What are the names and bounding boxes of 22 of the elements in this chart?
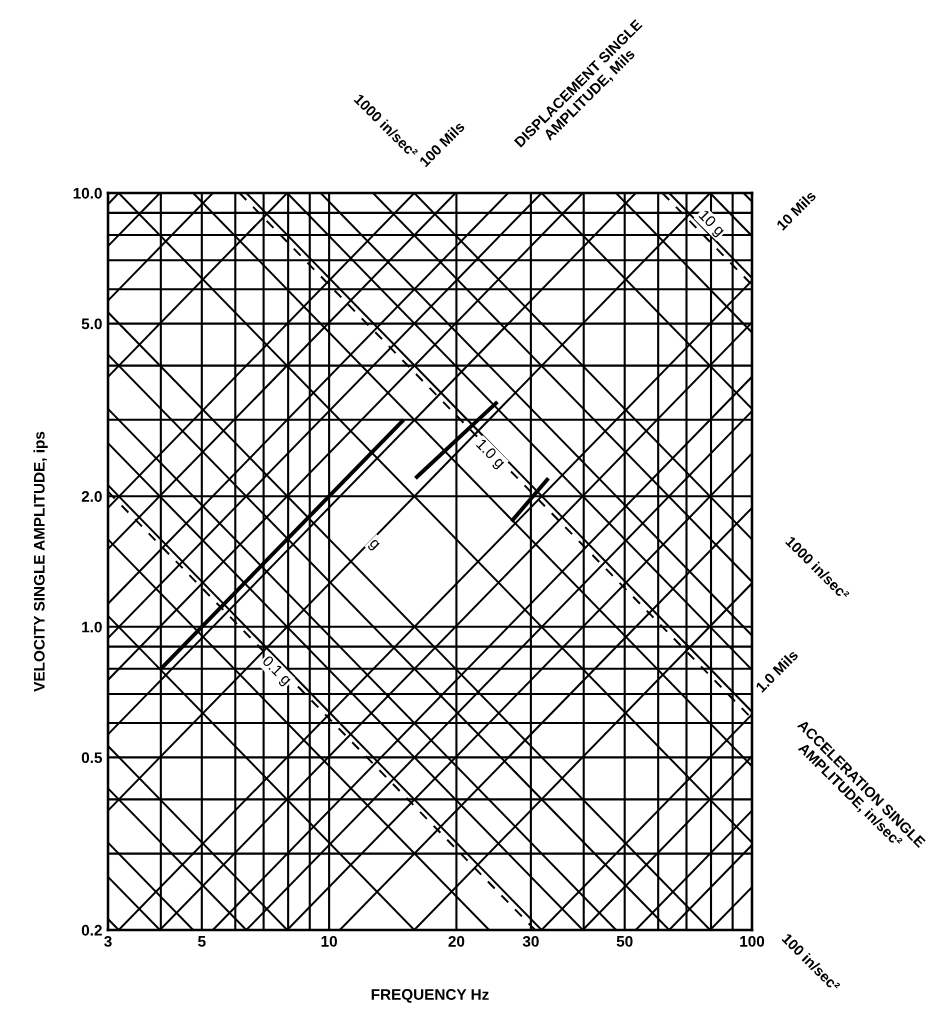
- x-tick-label: 50: [616, 935, 633, 947]
- y-tick-label: 1.0: [82, 621, 102, 633]
- text: 1.0 Mils: [754, 649, 799, 693]
- x-tick-label: 10: [321, 935, 337, 947]
- x-axis-title: FREQUENCY Hz: [371, 989, 489, 1003]
- y-tick-label: 0.5: [81, 752, 103, 764]
- y-tick-label: 5.0: [81, 318, 102, 330]
- y-tick-label: 0.2: [81, 924, 102, 936]
- annotation: 10 g: [696, 209, 726, 239]
- x-tick-label: 5: [198, 936, 206, 947]
- x-tick-label: 30: [522, 935, 539, 947]
- x-tick-label: 3: [104, 935, 112, 947]
- annotation: 1.0 g: [473, 438, 506, 471]
- y-axis-title: VELOCITY SINGLE AMPLITUDE, ips: [33, 431, 48, 692]
- annotation: 0.1 g: [259, 654, 293, 688]
- annotation: g: [366, 538, 380, 552]
- text: 10 Mils: [775, 189, 817, 231]
- x-tick-label: 100: [740, 935, 765, 947]
- y-tick-label: 2.0: [81, 491, 102, 502]
- text: 100 Mils: [418, 120, 466, 168]
- y-tick-label: 10.0: [73, 187, 102, 199]
- x-tick-label: 20: [448, 935, 465, 947]
